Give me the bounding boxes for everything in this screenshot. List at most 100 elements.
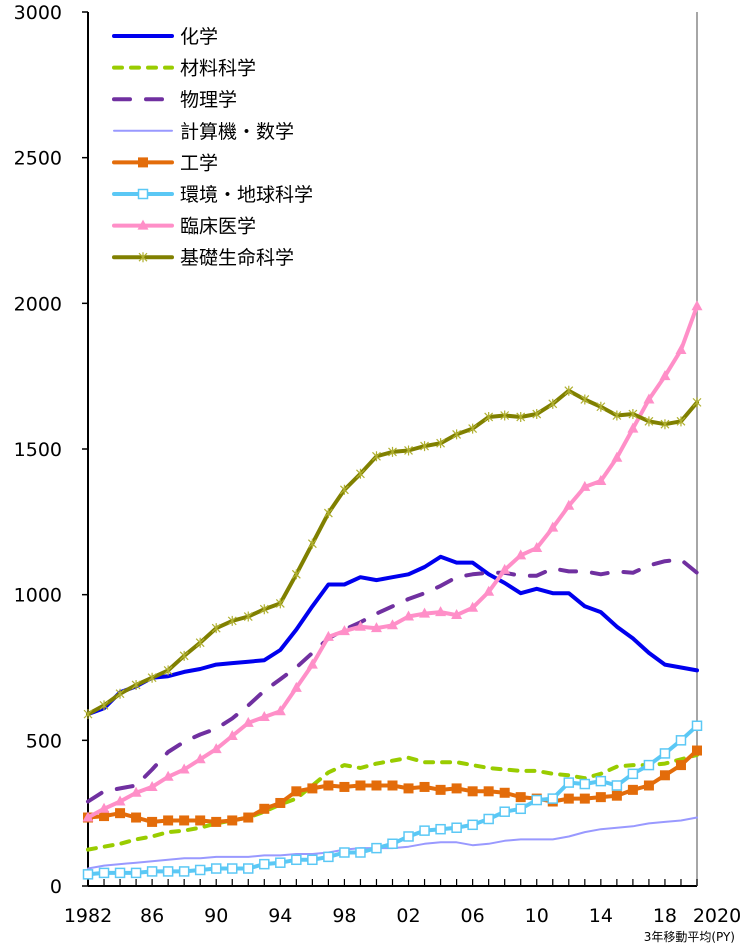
data-point-triangle [306, 658, 318, 669]
data-point-hollow-square [515, 803, 526, 815]
y-tick-label: 1000 [14, 585, 62, 607]
data-point-hollow-square [627, 768, 639, 780]
x-tick-label: 90 [204, 905, 228, 927]
y-tick-label: 2000 [14, 293, 62, 315]
data-point-square [195, 815, 206, 826]
data-point-hollow-square [243, 863, 254, 874]
data-point-star [516, 411, 526, 422]
data-point-triangle [130, 786, 142, 797]
y-tick-label: 3000 [14, 2, 62, 24]
legend-item: 臨床医学 [112, 216, 256, 238]
data-point-triangle [210, 743, 222, 754]
data-point-triangle [643, 393, 655, 404]
data-point-hollow-square [114, 867, 126, 879]
data-point-hollow-square [547, 793, 559, 804]
data-point-triangle [98, 802, 110, 813]
data-point-square [451, 783, 462, 794]
data-point-star [83, 709, 93, 720]
data-point-square [499, 787, 510, 798]
data-point-star [99, 700, 109, 711]
data-point-square [291, 786, 302, 797]
data-point-square [131, 812, 142, 823]
data-point-hollow-square [563, 777, 575, 788]
data-point-triangle [563, 499, 575, 510]
data-point-triangle [137, 219, 149, 230]
data-point-hollow-square [130, 867, 142, 879]
data-point-hollow-square [146, 866, 158, 877]
data-point-star [660, 419, 670, 430]
data-point-hollow-square [339, 847, 350, 858]
data-point-square [259, 803, 270, 814]
data-point-hollow-square [323, 851, 334, 863]
data-point-triangle [547, 521, 559, 532]
data-point-hollow-square [259, 858, 270, 870]
data-point-square [227, 815, 238, 826]
data-point-triangle [258, 711, 270, 722]
data-point-triangle [82, 811, 94, 822]
data-point-star [420, 441, 429, 452]
legend-label: 基礎生命科学 [180, 247, 294, 269]
data-point-triangle [467, 601, 479, 612]
data-point-star [147, 672, 157, 683]
data-point-square [323, 780, 334, 791]
series-line [86, 752, 699, 852]
series-line [86, 304, 699, 820]
data-point-star [291, 569, 301, 580]
data-point-square [147, 816, 158, 827]
data-point-square [403, 783, 414, 794]
legend-label: 物理学 [180, 89, 237, 111]
data-point-star [115, 688, 125, 699]
data-point-star [275, 598, 285, 609]
x-tick-label: 86 [140, 905, 164, 927]
data-point-star [532, 409, 542, 420]
data-point-hollow-square [691, 720, 703, 732]
data-point-hollow-square [210, 863, 222, 874]
data-point-star [692, 397, 702, 408]
data-point-star [323, 508, 333, 519]
legend-label: 材料科学 [180, 58, 256, 80]
data-point-square [163, 815, 174, 826]
data-point-square [563, 793, 574, 804]
data-point-triangle [691, 300, 703, 311]
data-point-star [484, 411, 494, 422]
data-point-hollow-square [579, 778, 591, 790]
data-point-star [452, 429, 462, 440]
data-point-hollow-square [531, 794, 542, 806]
data-point-star [339, 484, 349, 495]
y-tick-label: 1500 [14, 439, 62, 461]
x-tick-label: 2020 [693, 905, 740, 927]
series-0 [86, 554, 699, 717]
data-point-triangle [322, 630, 334, 641]
data-point-square [675, 760, 686, 771]
data-point-hollow-square [178, 866, 190, 877]
data-point-star [564, 385, 574, 396]
data-point-triangle [675, 343, 687, 354]
series-line [86, 388, 699, 717]
data-point-star [676, 416, 686, 427]
data-point-star [195, 637, 205, 648]
x-tick-label: 94 [268, 905, 292, 927]
data-point-triangle [403, 610, 415, 621]
data-point-triangle [531, 542, 543, 553]
legend-item: 材料科学 [112, 58, 256, 80]
data-point-triangle [338, 625, 350, 636]
series-group [82, 300, 703, 880]
data-point-triangle [226, 729, 238, 740]
data-point-triangle [595, 475, 607, 486]
x-tick-label: 1982 [64, 905, 112, 927]
data-point-triangle [146, 780, 158, 791]
data-point-star [388, 446, 397, 457]
series-2 [86, 557, 699, 804]
moving-average-note: 3年移動平均(PY) [644, 930, 735, 944]
data-point-square [115, 808, 126, 819]
x-tick-label: 10 [525, 905, 549, 927]
data-point-hollow-square [194, 864, 206, 876]
x-tick-label: 18 [653, 905, 677, 927]
data-point-square [659, 770, 670, 781]
data-point-triangle [483, 585, 495, 596]
data-point-square [515, 792, 526, 803]
data-point-star [243, 611, 253, 622]
data-point-square [643, 780, 654, 791]
legend-label: 計算機・数学 [180, 121, 294, 143]
